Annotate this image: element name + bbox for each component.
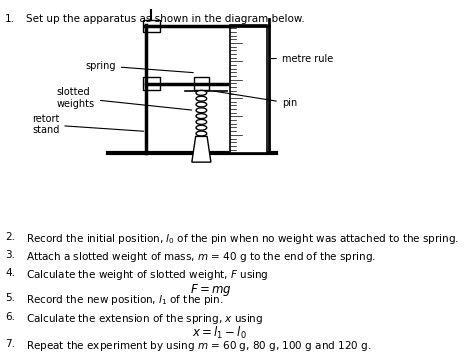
Text: spring: spring (85, 61, 193, 73)
Ellipse shape (196, 120, 207, 124)
Ellipse shape (196, 96, 207, 101)
Ellipse shape (196, 102, 207, 107)
Bar (143, 77, 160, 90)
Text: Record the initial position, $l_0$ of the pin when no weight was attached to the: Record the initial position, $l_0$ of th… (26, 232, 459, 246)
Text: Calculate the extension of the spring, $x$ using: Calculate the extension of the spring, $… (26, 312, 264, 326)
Text: Repeat the experiment by using $m$ = 60 g, 80 g, 100 g and 120 g.: Repeat the experiment by using $m$ = 60 … (26, 339, 372, 353)
Bar (194, 77, 209, 90)
Text: Record the new position, $l_1$ of the pin.: Record the new position, $l_1$ of the pi… (26, 293, 224, 306)
Text: 2.: 2. (5, 232, 15, 242)
Text: pin: pin (214, 91, 297, 108)
Text: Attach a slotted weight of mass, $m$ = 40 g to the end of the spring.: Attach a slotted weight of mass, $m$ = 4… (26, 249, 376, 264)
Polygon shape (192, 136, 211, 162)
Text: 5.: 5. (5, 293, 15, 302)
Text: 1.: 1. (5, 14, 15, 24)
Text: 7.: 7. (5, 339, 15, 349)
Text: Set up the apparatus as shown in the diagram below.: Set up the apparatus as shown in the dia… (26, 14, 305, 24)
Ellipse shape (196, 125, 207, 130)
Text: metre rule: metre rule (269, 54, 333, 64)
Text: $F = mg$: $F = mg$ (191, 282, 232, 298)
Bar (143, 20, 160, 32)
Text: slotted
weights: slotted weights (57, 87, 192, 110)
Ellipse shape (196, 108, 207, 113)
Ellipse shape (196, 114, 207, 118)
Text: $x = l_1 - l_0$: $x = l_1 - l_0$ (191, 325, 246, 341)
Ellipse shape (196, 131, 207, 136)
Text: 3.: 3. (5, 249, 15, 260)
Text: Calculate the weight of slotted weight, $F$ using: Calculate the weight of slotted weight, … (26, 267, 269, 282)
Text: 6.: 6. (5, 312, 15, 322)
Text: 4.: 4. (5, 267, 15, 278)
Ellipse shape (196, 90, 207, 95)
Bar (230, 24, 267, 153)
Text: retort
stand: retort stand (32, 114, 144, 135)
